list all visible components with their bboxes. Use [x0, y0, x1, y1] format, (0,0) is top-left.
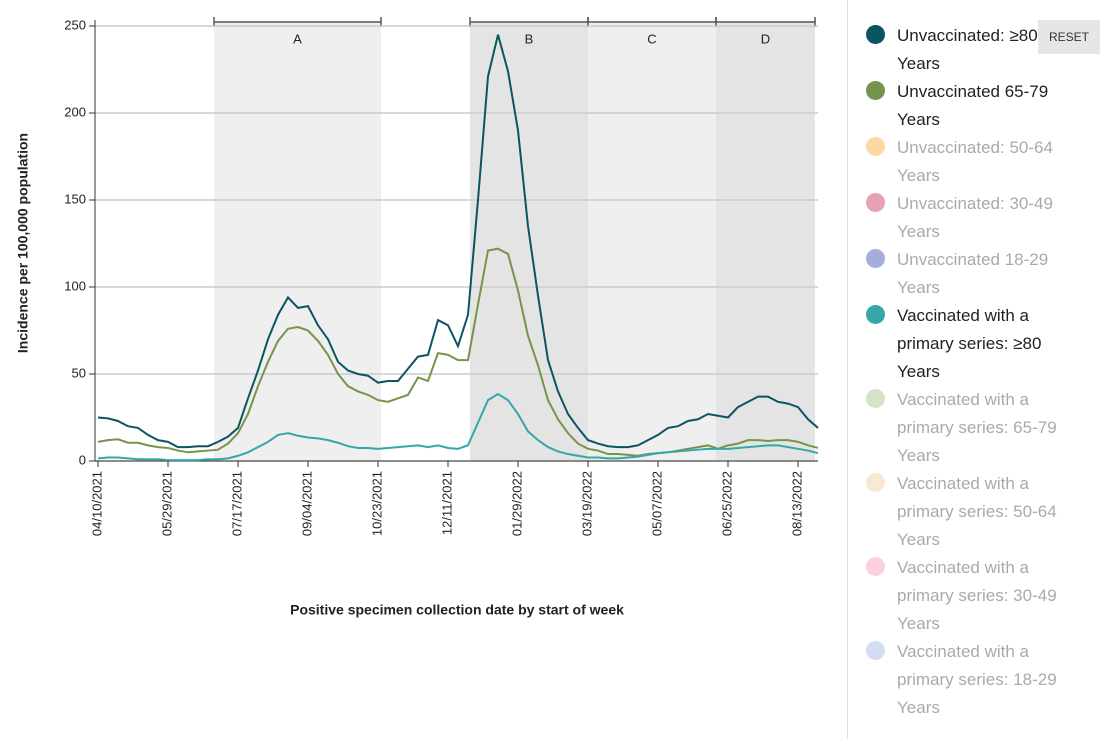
chart: Positive specimen collection date by sta… [15, 17, 819, 618]
x-tick-label: 07/17/2021 [229, 471, 244, 536]
legend-item[interactable]: Vaccinated with a primary series: 50-64 … [866, 470, 1081, 554]
period-band [716, 22, 815, 461]
legend-swatch [866, 305, 885, 324]
legend-swatch [866, 25, 885, 44]
legend-item[interactable]: Unvaccinated: 30-49 Years [866, 190, 1081, 246]
series-line [97, 392, 819, 462]
period-band [214, 22, 381, 461]
legend-label: Vaccinated with a primary series: ≥80 Ye… [897, 306, 1042, 381]
y-axis-label: Incidence per 100,000 population [15, 133, 31, 353]
x-tick-label: 10/23/2021 [369, 471, 384, 536]
legend-item[interactable]: Unvaccinated: ≥80 Years [866, 22, 1081, 78]
legend-item[interactable]: Vaccinated with a primary series: 30-49 … [866, 554, 1081, 638]
legend-item[interactable]: Unvaccinated 65-79 Years [866, 78, 1081, 134]
x-tick-label: 09/04/2021 [299, 471, 314, 536]
legend-label: Vaccinated with a primary series: 18-29 … [897, 642, 1057, 717]
legend-label: Unvaccinated: 30-49 Years [897, 194, 1053, 241]
legend-item[interactable]: Vaccinated with a primary series: ≥80 Ye… [866, 302, 1081, 386]
legend-item[interactable]: Vaccinated with a primary series: 18-29 … [866, 638, 1081, 722]
legend-label: Vaccinated with a primary series: 50-64 … [897, 474, 1057, 549]
y-tick-label: 0 [79, 452, 86, 467]
legend-swatch [866, 389, 885, 408]
period-label: B [525, 31, 534, 46]
y-tick-label: 250 [64, 17, 86, 32]
period-band [470, 22, 588, 461]
legend-label: Unvaccinated: 50-64 Years [897, 138, 1053, 185]
period-band [588, 22, 716, 461]
x-tick-label: 05/29/2021 [159, 471, 174, 536]
x-tick-label: 04/10/2021 [89, 471, 104, 536]
y-tick-label: 150 [64, 191, 86, 206]
x-tick-label: 03/19/2022 [579, 471, 594, 536]
period-label: D [761, 31, 770, 46]
x-axis-label: Positive specimen collection date by sta… [290, 602, 624, 618]
x-tick-label: 01/29/2022 [509, 471, 524, 536]
period-label: C [647, 31, 656, 46]
legend-label: Vaccinated with a primary series: 30-49 … [897, 558, 1057, 633]
series-line [97, 34, 819, 449]
x-tick-label: 08/13/2022 [789, 471, 804, 536]
legend-item[interactable]: Unvaccinated: 50-64 Years [866, 134, 1081, 190]
legend-swatch [866, 249, 885, 268]
legend-item[interactable]: Vaccinated with a primary series: 65-79 … [866, 386, 1081, 470]
period-label: A [293, 31, 302, 46]
legend-item[interactable]: Unvaccinated 18-29 Years [866, 246, 1081, 302]
legend-label: Unvaccinated 18-29 Years [897, 250, 1049, 297]
y-tick-label: 100 [64, 278, 86, 293]
legend-label: Vaccinated with a primary series: 65-79 … [897, 390, 1057, 465]
reset-button[interactable]: RESET [1038, 20, 1100, 54]
legend-swatch [866, 193, 885, 212]
x-tick-label: 06/25/2022 [719, 471, 734, 536]
series-line [97, 247, 819, 457]
legend-swatch [866, 557, 885, 576]
legend-swatch [866, 641, 885, 660]
legend-label: Unvaccinated 65-79 Years [897, 82, 1049, 129]
y-tick-label: 200 [64, 104, 86, 119]
x-tick-label: 12/11/2021 [439, 471, 454, 535]
legend-swatch [866, 473, 885, 492]
y-tick-label: 50 [72, 365, 86, 380]
x-tick-label: 05/07/2022 [649, 471, 664, 536]
legend-swatch [866, 137, 885, 156]
legend-swatch [866, 81, 885, 100]
legend: Unvaccinated: ≥80 Years Unvaccinated 65-7… [847, 0, 1101, 739]
legend-label: Unvaccinated: ≥80 Years [897, 26, 1038, 73]
